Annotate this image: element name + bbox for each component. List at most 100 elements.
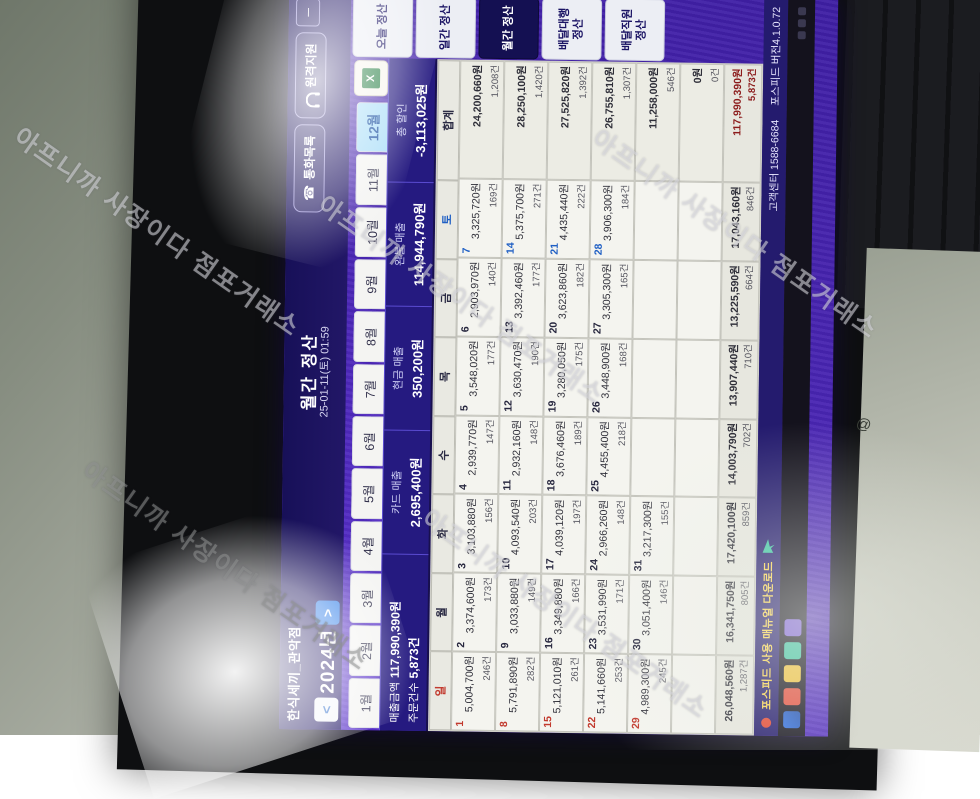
day-cell-10[interactable]: 10 4,093,540원 203건 xyxy=(497,494,543,574)
summary-item: 카드 매출 2,695,400원 xyxy=(382,429,431,555)
day-cell-5[interactable]: 5 3,548,020원 177건 xyxy=(455,336,501,416)
total-orders: 주문건수5,873건 xyxy=(406,637,422,723)
day-cell-empty[interactable]: 27,525,820원 1,392건 xyxy=(546,61,593,181)
amount-value: 14,003,790원 xyxy=(726,422,740,486)
day-cell-empty[interactable]: 28,250,100원 1,420건 xyxy=(502,61,549,180)
date-number: 16 xyxy=(543,637,556,649)
call-list-button[interactable]: ☎ 통화목록 xyxy=(293,124,326,213)
tab-4월[interactable]: 4월 xyxy=(350,520,382,572)
day-cell-17[interactable]: 17 4,039,120원 197건 xyxy=(541,495,587,575)
day-cell-31[interactable]: 31 3,217,300원 155건 xyxy=(629,496,675,576)
prev-year-button[interactable]: < xyxy=(313,697,338,722)
tab-9월[interactable]: 9월 xyxy=(353,259,386,310)
start-button-icon[interactable] xyxy=(783,711,801,729)
day-cell-empty[interactable]: 26,755,810원 1,307건 xyxy=(590,62,637,181)
count-value: 222건 xyxy=(576,184,588,209)
total-cell[interactable]: 26,048,560원 1,287건 xyxy=(714,655,755,735)
count-value: 173건 xyxy=(482,577,495,602)
count-value: 182건 xyxy=(575,262,587,288)
tab-1월[interactable]: 1월 xyxy=(348,677,380,729)
day-cell-empty[interactable]: 11,258,000원 546건 xyxy=(634,62,681,182)
day-cell-12[interactable]: 12 3,630,470원 190건 xyxy=(499,336,545,417)
day-cell-15[interactable]: 15 5,121,010원 261건 xyxy=(538,652,585,733)
tab-10월[interactable]: 10월 xyxy=(354,206,387,258)
day-cell-empty xyxy=(674,418,720,498)
day-cell-8[interactable]: 8 5,791,890원 282건 xyxy=(494,652,541,732)
day-cell-empty[interactable]: 24,200,660원 1,208건 xyxy=(458,60,505,180)
titlebar-left: 한식세끼_관악점 < 2024년 > xyxy=(283,531,342,722)
total-cell[interactable]: 16,341,750원 805건 xyxy=(716,576,756,656)
day-cell-25[interactable]: 25 4,455,400원 218건 xyxy=(586,416,632,497)
day-cell-2[interactable]: 2 3,374,600원 173건 xyxy=(452,572,498,653)
day-cell-28[interactable]: 28 3,906,300원 184건 xyxy=(589,180,635,260)
total-cell[interactable]: 14,003,790원 702건 xyxy=(718,418,758,499)
menu-오늘-정산[interactable]: 오늘 정산 xyxy=(352,0,414,58)
amount-value: 2,966,260원 xyxy=(597,499,611,557)
tab-7월[interactable]: 7월 xyxy=(352,363,385,415)
day-cell-27[interactable]: 27 3,305,300원 165건 xyxy=(588,259,634,339)
tab-11월[interactable]: 11월 xyxy=(355,154,388,206)
day-cell-16[interactable]: 16 3,349,880원 166건 xyxy=(540,573,586,654)
day-cell-1[interactable]: 1 5,004,700원 246건 xyxy=(450,651,497,732)
total-cell[interactable]: 13,225,590원 664건 xyxy=(720,260,760,341)
day-cell-22[interactable]: 22 5,141,660원 253건 xyxy=(582,653,629,733)
remote-support-button[interactable]: 원격지원 xyxy=(294,32,327,119)
day-cell-20[interactable]: 20 3,623,860원 182건 xyxy=(544,258,590,338)
day-cell-19[interactable]: 19 3,280,050원 175건 xyxy=(543,337,589,417)
taskbar-app-icon[interactable] xyxy=(783,688,801,706)
current-datetime: 25-01-11(토) 01:59 xyxy=(318,326,333,418)
titlebar-right: ☎ 통화목록 원격지원 ─ xyxy=(290,0,349,213)
taskbar-app-icon[interactable] xyxy=(783,665,801,683)
day-cell-23[interactable]: 23 3,531,990원 171건 xyxy=(584,574,630,655)
amount-value: 5,004,700원 xyxy=(463,655,477,713)
date-number: 10 xyxy=(500,557,513,570)
next-year-button[interactable]: > xyxy=(314,600,340,626)
day-cell-4[interactable]: 4 2,939,770원 147건 xyxy=(454,414,500,495)
tab-2월[interactable]: 2월 xyxy=(348,625,381,677)
summary-item: 완불 매출 114,944,790원 xyxy=(385,181,434,307)
day-cell-26[interactable]: 26 3,448,900원 168건 xyxy=(587,337,633,418)
count-value: 189건 xyxy=(572,420,585,446)
excel-export-button[interactable]: X xyxy=(353,60,389,97)
count-value: 190건 xyxy=(530,341,542,366)
taskbar-app-icon[interactable] xyxy=(784,619,802,637)
day-cell-empty[interactable]: 0원 0건 xyxy=(678,63,725,183)
tab-8월[interactable]: 8월 xyxy=(353,311,385,363)
taskbar-app-icon[interactable] xyxy=(784,642,802,660)
total-cell[interactable]: 117,990,390원 5,873건 xyxy=(722,64,763,183)
footer-info: 고객센터 1588-6684 포스피드 버전4.1.0.72 xyxy=(766,7,784,212)
day-cell-29[interactable]: 29 4,989,300원 245건 xyxy=(626,654,673,734)
menu-배달직원-정산[interactable]: 배달직원 정산 xyxy=(604,0,666,62)
tab-5월[interactable]: 5월 xyxy=(350,468,383,520)
day-cell-7[interactable]: 7 3,325,720원 169건 xyxy=(457,178,503,258)
day-cell-13[interactable]: 13 3,392,460원 177건 xyxy=(500,257,546,338)
day-cell-3[interactable]: 3 3,103,880원 156건 xyxy=(453,493,499,574)
total-cell[interactable]: 13,907,440원 710건 xyxy=(719,339,759,420)
amount-value: 5,141,660원 xyxy=(595,657,609,715)
date-number: 11 xyxy=(501,479,514,491)
date-number: 3 xyxy=(456,562,469,569)
menu-일간-정산[interactable]: 일간 정산 xyxy=(415,0,477,59)
tab-6월[interactable]: 6월 xyxy=(351,416,384,467)
content-area: 1월 2월 3월 4월 5월 6월 7월 8월 9월 10월 11월 12월 X 매출금액117,99… xyxy=(341,58,764,736)
day-cell-24[interactable]: 24 2,966,260원 148건 xyxy=(585,495,631,576)
tab-3월[interactable]: 3월 xyxy=(349,572,382,624)
day-cell-18[interactable]: 18 3,676,460원 189건 xyxy=(542,416,588,496)
date-number: 29 xyxy=(630,717,643,730)
amount-value: 5,121,010원 xyxy=(551,656,565,714)
menu-월간-정산[interactable]: 월간 정산 xyxy=(478,0,540,60)
footer-notice[interactable]: 포스피드 사용 매뉴얼 다운로드 xyxy=(761,561,776,710)
day-header-토: 토 xyxy=(435,180,459,259)
day-cell-6[interactable]: 6 2,903,970원 140건 xyxy=(456,257,502,337)
minimize-button[interactable]: ─ xyxy=(295,0,321,27)
day-cell-21[interactable]: 21 4,435,440원 222건 xyxy=(545,179,591,260)
total-cell[interactable]: 17,420,100원 859건 xyxy=(717,497,757,577)
menu-배달대행-정산[interactable]: 배달대행 정산 xyxy=(541,0,603,61)
total-cell[interactable]: 17,043,160원 846건 xyxy=(721,182,761,262)
count-value: 203건 xyxy=(527,498,540,524)
day-cell-14[interactable]: 14 5,375,700원 271건 xyxy=(501,179,547,259)
day-cell-11[interactable]: 11 2,932,160원 148건 xyxy=(498,415,544,496)
day-cell-9[interactable]: 9 3,033,880원 149건 xyxy=(496,573,542,653)
tab-12월[interactable]: 12월 xyxy=(356,102,388,153)
day-cell-30[interactable]: 30 3,051,400원 146건 xyxy=(628,575,674,655)
